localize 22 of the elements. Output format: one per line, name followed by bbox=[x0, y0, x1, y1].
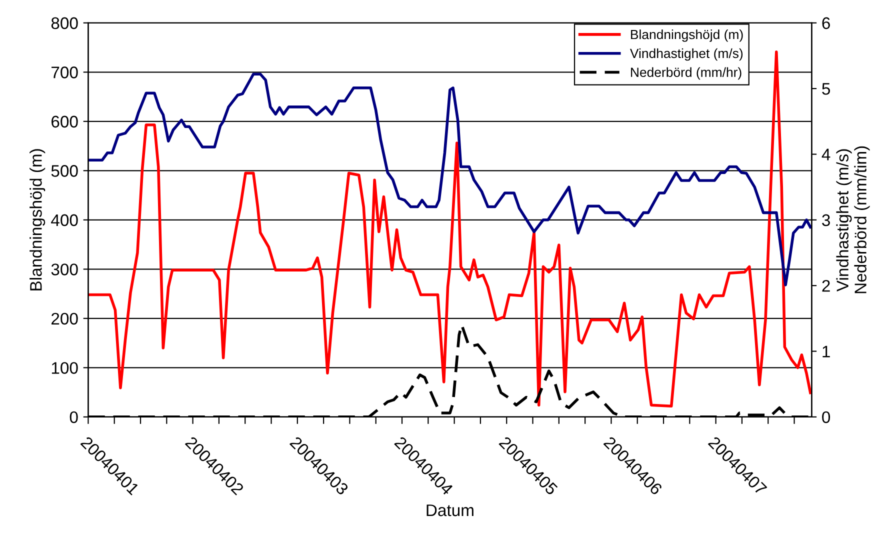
y2-tick-label: 3 bbox=[822, 214, 830, 226]
legend-label: Blandningshöjd (m) bbox=[631, 29, 743, 42]
y2-tick-label: 5 bbox=[822, 83, 830, 95]
y-tick-label: 0 bbox=[70, 411, 78, 424]
y2-tick-label: 2 bbox=[822, 280, 830, 292]
y2-tick-label: 1 bbox=[822, 346, 830, 358]
x-axis-title: Datum bbox=[426, 504, 474, 516]
legend-label: Vindhastighet (m/s) bbox=[630, 48, 743, 61]
y-tick-label: 600 bbox=[52, 116, 78, 128]
y2-tick-label: 4 bbox=[822, 148, 830, 160]
y-tick-label: 400 bbox=[51, 214, 78, 226]
y2-tick-label: 6 bbox=[822, 17, 830, 30]
y-tick-label: 100 bbox=[52, 362, 78, 374]
y2-tick-label: 0 bbox=[822, 411, 830, 424]
y-tick-label: 700 bbox=[52, 66, 78, 78]
y-tick-label: 500 bbox=[51, 165, 78, 177]
y-tick-label: 800 bbox=[51, 17, 78, 30]
y-tick-label: 300 bbox=[51, 264, 78, 276]
y-tick-label: 200 bbox=[52, 312, 78, 325]
y-axis-title: Blandningshöjd (m) bbox=[30, 149, 46, 290]
legend-label: Nederbörd (mm/hr) bbox=[631, 67, 742, 80]
y2-axis-title: Vindhastighet (m/s) Nederbörd (mm/tim) bbox=[836, 146, 870, 294]
